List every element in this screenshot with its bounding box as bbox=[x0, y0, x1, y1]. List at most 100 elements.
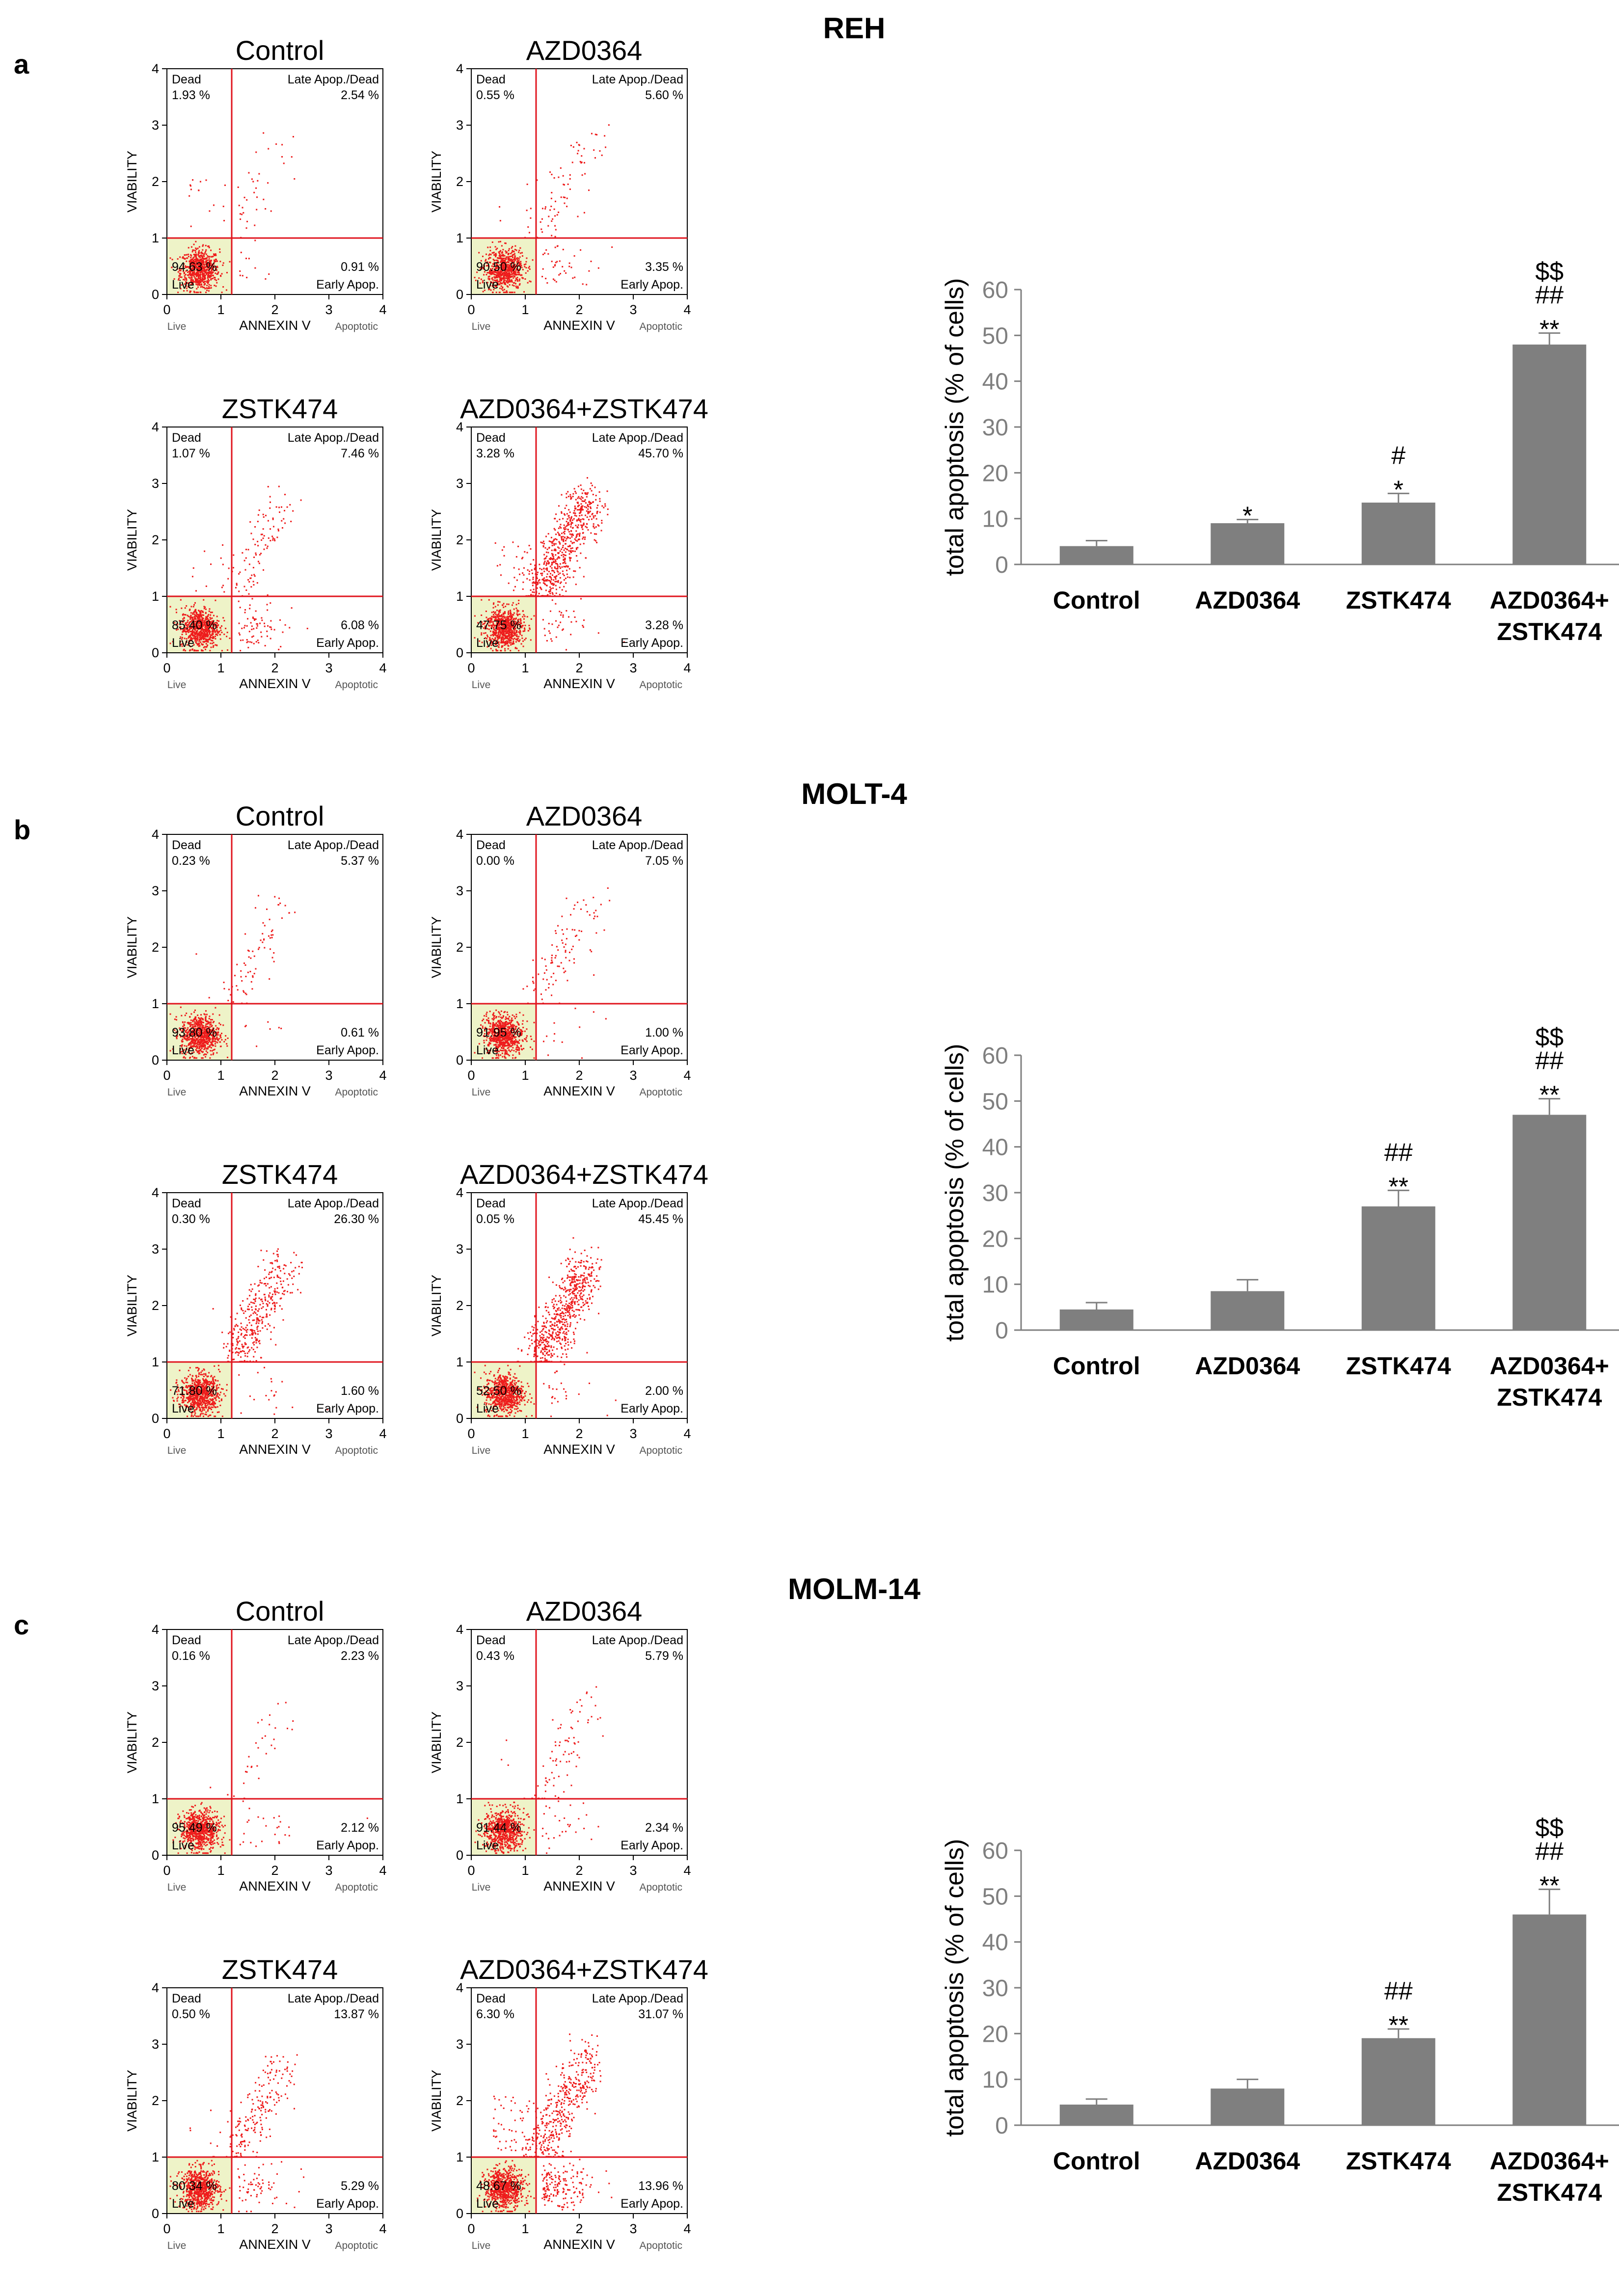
event-dot bbox=[496, 280, 498, 282]
event-dot bbox=[594, 527, 595, 529]
event-dot bbox=[488, 599, 490, 601]
event-dot bbox=[517, 271, 519, 273]
event-dot bbox=[208, 1038, 210, 1040]
event-dot bbox=[474, 1052, 476, 1054]
event-dot bbox=[555, 588, 557, 590]
event-dot bbox=[510, 629, 512, 631]
event-dot bbox=[286, 506, 288, 508]
event-dot bbox=[563, 565, 565, 567]
event-dot bbox=[593, 525, 594, 527]
event-dot bbox=[204, 646, 206, 648]
event-dot bbox=[542, 582, 544, 584]
event-dot bbox=[226, 1043, 228, 1045]
event-dot bbox=[553, 571, 555, 573]
event-dot bbox=[202, 1021, 204, 1023]
event-dot bbox=[503, 280, 505, 282]
event-dot bbox=[187, 1038, 189, 1040]
event-dot bbox=[194, 650, 196, 652]
event-dot bbox=[196, 1042, 198, 1044]
event-dot bbox=[498, 635, 500, 637]
event-dot bbox=[186, 1040, 188, 1041]
event-dot bbox=[543, 554, 545, 556]
event-dot bbox=[554, 264, 556, 266]
event-dot bbox=[522, 581, 524, 583]
event-dot bbox=[192, 249, 194, 251]
event-dot bbox=[554, 215, 556, 217]
event-dot bbox=[515, 266, 517, 267]
event-dot bbox=[543, 577, 545, 579]
event-dot bbox=[183, 270, 185, 272]
event-dot bbox=[204, 632, 206, 634]
event-dot bbox=[202, 635, 204, 637]
event-dot bbox=[510, 637, 512, 639]
event-dot bbox=[510, 253, 512, 255]
event-dot bbox=[541, 276, 543, 278]
event-dot bbox=[510, 616, 512, 618]
event-dot bbox=[499, 256, 501, 258]
event-dot bbox=[201, 1047, 203, 1049]
event-dot bbox=[487, 246, 489, 248]
x-tick-label: 4 bbox=[379, 661, 386, 675]
event-dot bbox=[510, 620, 512, 622]
event-dot bbox=[506, 619, 508, 621]
event-dot bbox=[564, 558, 566, 560]
event-dot bbox=[493, 1027, 495, 1029]
event-dot bbox=[222, 1024, 224, 1026]
event-dot bbox=[505, 242, 507, 244]
dead-value: 1.93 % bbox=[172, 88, 210, 102]
event-dot bbox=[222, 563, 224, 565]
event-dot bbox=[190, 1047, 192, 1049]
event-dot bbox=[204, 1027, 206, 1029]
event-dot bbox=[557, 245, 559, 247]
event-dot bbox=[597, 632, 599, 634]
event-dot bbox=[604, 503, 606, 505]
event-dot bbox=[511, 622, 513, 624]
event-dot bbox=[189, 621, 191, 623]
event-dot bbox=[280, 1027, 282, 1029]
y-tick-label: 3 bbox=[152, 118, 159, 133]
event-dot bbox=[505, 267, 507, 269]
event-dot bbox=[546, 569, 548, 571]
event-dot bbox=[511, 635, 513, 637]
event-dot bbox=[545, 277, 547, 279]
event-dot bbox=[551, 564, 553, 566]
event-dot bbox=[567, 545, 569, 547]
event-dot bbox=[601, 505, 603, 507]
event-dot bbox=[202, 259, 204, 261]
event-dot bbox=[530, 217, 532, 219]
event-dot bbox=[516, 259, 518, 261]
event-dot bbox=[513, 625, 514, 627]
event-dot bbox=[210, 279, 212, 281]
event-dot bbox=[180, 628, 182, 630]
event-dot bbox=[212, 623, 214, 625]
event-dot bbox=[267, 594, 269, 596]
event-dot bbox=[485, 610, 487, 612]
event-dot bbox=[192, 1040, 194, 1042]
event-dot bbox=[492, 1038, 494, 1040]
event-dot bbox=[188, 1048, 190, 1050]
event-dot bbox=[519, 639, 521, 641]
event-dot bbox=[565, 543, 567, 545]
event-dot bbox=[562, 570, 564, 572]
event-dot bbox=[553, 177, 555, 179]
event-dot bbox=[188, 1039, 189, 1041]
event-dot bbox=[213, 630, 215, 632]
event-dot bbox=[190, 620, 192, 622]
event-dot bbox=[271, 929, 273, 931]
event-dot bbox=[545, 535, 547, 537]
event-dot bbox=[207, 641, 209, 643]
event-dot bbox=[496, 622, 498, 624]
event-dot bbox=[547, 552, 549, 554]
event-dot bbox=[202, 1042, 204, 1044]
event-dot bbox=[591, 502, 593, 504]
event-dot bbox=[189, 269, 191, 271]
event-dot bbox=[523, 627, 525, 629]
event-dot bbox=[517, 265, 519, 267]
event-dot bbox=[221, 650, 223, 652]
event-dot bbox=[186, 1051, 188, 1053]
event-dot bbox=[493, 254, 495, 256]
event-dots bbox=[169, 485, 308, 652]
event-dot bbox=[511, 638, 513, 640]
event-dot bbox=[509, 270, 511, 272]
event-dot bbox=[474, 637, 476, 639]
